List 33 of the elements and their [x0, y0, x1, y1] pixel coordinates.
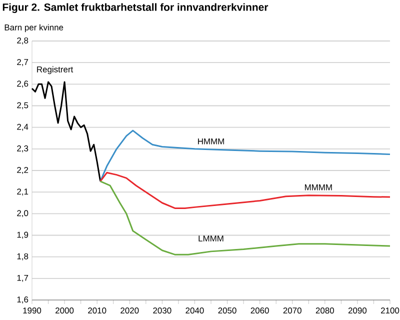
x-tick-label: 2020	[120, 308, 139, 314]
x-tick-label: 2030	[153, 308, 172, 314]
x-tick-label: 2050	[218, 308, 236, 314]
line-series	[100, 172, 391, 210]
chart-title: Figur 2. Samlet fruktbarhetstall for innvandrerkvinner	[2, 3, 268, 13]
x-tick-label: 2000	[56, 308, 74, 314]
y-tick-label: 2,4	[17, 124, 28, 131]
x-tick-label: 2010	[88, 308, 106, 314]
series-label: HMMM	[198, 138, 224, 144]
y-tick-label: 1,9	[17, 232, 28, 239]
series-label: LMMM	[198, 236, 224, 242]
y-tick-label: 2,5	[17, 102, 28, 110]
x-tick-label: 2080	[316, 308, 334, 314]
y-tick-label: 1,8	[17, 253, 28, 260]
y-tick-label: 2,3	[17, 145, 28, 152]
x-tick-label: 2100	[381, 308, 400, 314]
y-tick-label: 2,8	[17, 38, 28, 44]
line-series	[31, 81, 102, 182]
y-tick-label: 2,7	[17, 59, 28, 66]
y-tick-label: 2,6	[17, 80, 28, 88]
x-tick-label: 1990	[23, 308, 42, 314]
y-tick-label: 1,6	[17, 296, 28, 304]
y-tick-label: 1,7	[17, 274, 28, 282]
x-tick-label: 2090	[348, 308, 367, 314]
x-tick-label: 2040	[186, 308, 204, 314]
y-tick-label: 2,0	[17, 210, 28, 218]
y-tick-label: 2,2	[17, 167, 28, 174]
series-label: Registrert	[37, 66, 74, 74]
y-axis-title: Barn per kvinne	[4, 24, 64, 32]
y-tick-label: 2,1	[17, 188, 28, 196]
series-label: MMMM	[304, 184, 332, 190]
x-tick-label: 2060	[250, 308, 269, 314]
x-tick-label: 2070	[283, 308, 302, 314]
